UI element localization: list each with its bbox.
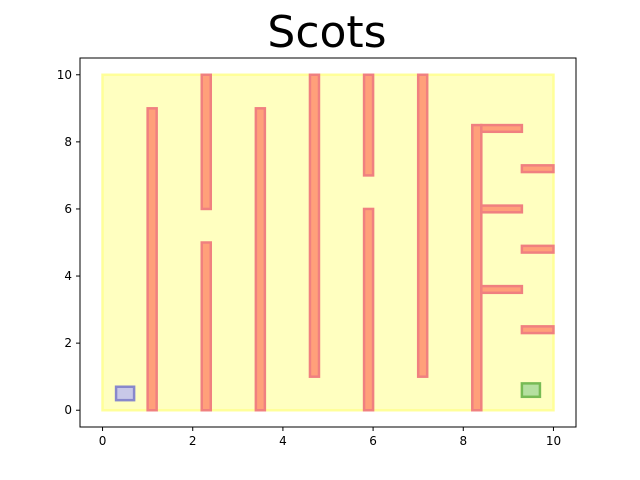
start-marker (114, 385, 136, 402)
y-tick-label-2: 4 (64, 269, 72, 283)
maze-wall-0 (146, 107, 158, 412)
maze-wall-13 (480, 284, 524, 295)
maze-wall-4 (308, 73, 321, 378)
y-tick-label-0: 0 (64, 403, 72, 417)
maze-wall-10 (520, 164, 555, 174)
maze-wall-5 (362, 207, 375, 412)
maze-wall-11 (480, 204, 524, 214)
x-tick-label-5: 10 (546, 434, 561, 448)
maze-wall-2 (200, 73, 213, 211)
maze-wall-9 (480, 123, 524, 134)
y-tick-label-5: 10 (57, 68, 72, 82)
y-tick-label-1: 2 (64, 336, 72, 350)
goal-marker (520, 382, 542, 399)
maze-wall-8 (471, 123, 483, 412)
x-tick-label-3: 6 (369, 434, 377, 448)
x-tick-label-4: 8 (459, 434, 467, 448)
x-tick-label-0: 0 (99, 434, 107, 448)
plot-area (101, 73, 555, 412)
maze-wall-1 (200, 241, 213, 412)
axes: 0 2 4 6 8 10 0 2 4 6 8 10 (57, 57, 577, 448)
maze-wall-6 (362, 73, 375, 177)
x-tick-label-2: 4 (279, 434, 287, 448)
maze-wall-14 (520, 325, 555, 335)
maze-wall-7 (416, 73, 429, 378)
y-tick-label-4: 8 (64, 135, 72, 149)
maze-wall-3 (254, 107, 267, 412)
maze-wall-12 (520, 244, 555, 254)
chart-title: Scots (267, 7, 386, 58)
axes-frame (79, 57, 577, 428)
x-tick-label-1: 2 (189, 434, 197, 448)
y-tick-label-3: 6 (64, 202, 72, 216)
